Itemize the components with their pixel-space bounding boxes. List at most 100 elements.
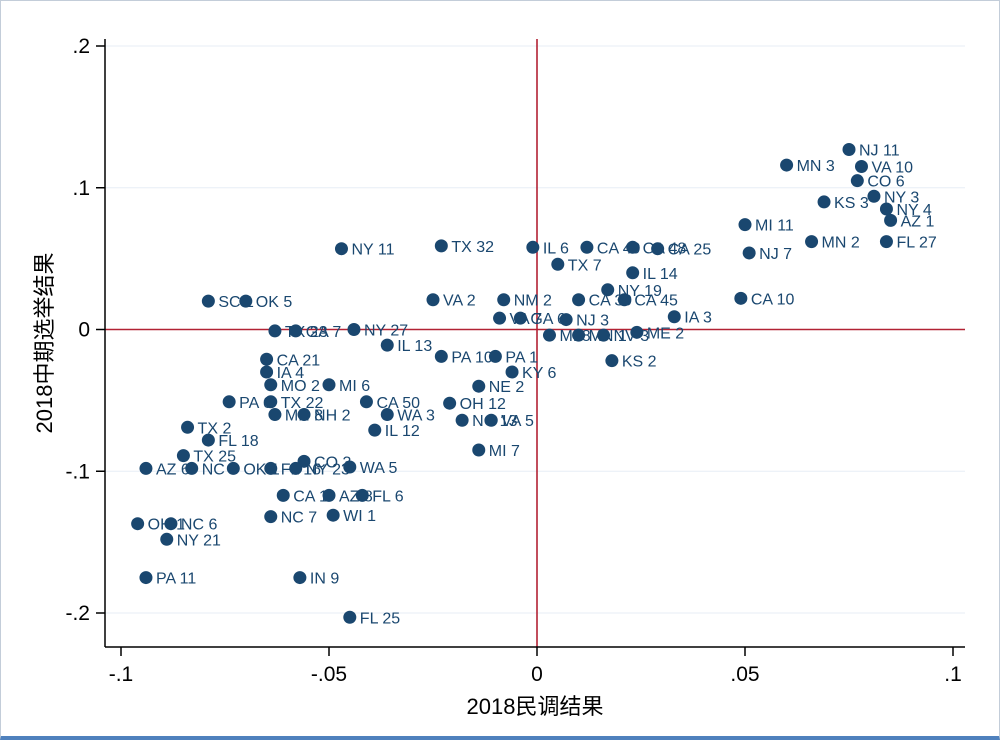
- point-label: MO 2: [281, 378, 320, 395]
- data-point: [239, 294, 253, 308]
- point-label: NJ 11: [859, 142, 900, 159]
- data-point: [854, 159, 868, 173]
- y-tick-label: 0: [78, 319, 90, 342]
- point-label: IL 13: [397, 338, 432, 355]
- data-point: [334, 242, 348, 256]
- point-label: NV 3: [614, 328, 650, 345]
- data-point: [626, 240, 640, 254]
- data-point: [181, 420, 195, 434]
- point-label: NY 11: [351, 242, 394, 259]
- point-label: IA 4: [277, 365, 305, 382]
- point-label: PA 11: [156, 571, 196, 588]
- point-label: NY 23: [306, 461, 350, 478]
- data-point: [347, 323, 361, 336]
- data-point: [455, 413, 469, 427]
- data-point: [884, 213, 898, 227]
- point-label: FL 27: [896, 235, 936, 252]
- data-point: [626, 266, 640, 280]
- point-label: NM 2: [514, 293, 552, 310]
- data-point: [651, 242, 665, 256]
- data-point: [879, 235, 893, 249]
- point-label: CO 6: [867, 174, 904, 191]
- data-point: [488, 349, 502, 363]
- data-point: [139, 461, 153, 475]
- point-label: NC 6: [181, 517, 218, 534]
- data-point: [264, 378, 278, 392]
- data-point: [572, 328, 586, 342]
- point-label: VA 10: [871, 159, 913, 176]
- y-tick-label: -.2: [65, 602, 90, 625]
- data-point: [484, 413, 498, 427]
- data-point: [185, 461, 199, 475]
- data-point: [268, 324, 282, 338]
- data-point: [817, 195, 831, 209]
- point-label: IL 6: [543, 240, 569, 257]
- point-label: KS 2: [622, 354, 657, 371]
- point-label: NE 2: [489, 379, 525, 396]
- data-point: [580, 240, 594, 254]
- x-tick-label: 0: [531, 663, 543, 686]
- data-point: [201, 433, 215, 447]
- data-point: [617, 293, 631, 307]
- data-point: [343, 610, 357, 624]
- data-point: [601, 283, 615, 297]
- data-point: [434, 349, 448, 363]
- data-point: [526, 240, 540, 254]
- data-point: [443, 396, 457, 410]
- data-point: [497, 293, 511, 307]
- point-label: MI 7: [489, 443, 520, 460]
- data-point: [343, 460, 357, 474]
- data-point: [276, 488, 290, 502]
- point-label: CA 10: [751, 291, 795, 308]
- data-point: [297, 408, 311, 422]
- data-point: [326, 508, 340, 522]
- data-point: [472, 379, 486, 393]
- data-point: [322, 378, 336, 392]
- point-label: CA 21: [277, 352, 321, 369]
- point-label: WA 5: [360, 460, 398, 477]
- y-tick-label: .2: [72, 35, 90, 58]
- point-label: IL 12: [385, 423, 420, 440]
- point-label: TX 7: [568, 257, 602, 274]
- point-label: IN 9: [310, 571, 339, 588]
- data-point: [131, 517, 145, 531]
- data-point: [734, 291, 748, 305]
- point-label: NY 3: [884, 189, 919, 206]
- data-point: [380, 338, 394, 352]
- x-tick-label: -.1: [109, 663, 134, 686]
- data-point: [226, 461, 240, 475]
- point-label: PA 10: [451, 349, 493, 366]
- data-point: [160, 532, 174, 546]
- data-point: [164, 517, 178, 531]
- data-point: [559, 313, 573, 327]
- data-point: [322, 488, 336, 502]
- y-tick-label: -.1: [65, 460, 90, 483]
- x-axis-title: 2018民调结果: [466, 694, 604, 719]
- point-label: NC 7: [281, 510, 318, 527]
- point-label: KY 6: [522, 365, 557, 382]
- data-point: [268, 408, 282, 422]
- data-point: [850, 174, 864, 188]
- point-label: NH 2: [314, 408, 351, 425]
- y-axis-title: 2018中期选举结果: [32, 252, 57, 434]
- point-label: MI 11: [755, 218, 794, 235]
- point-label: MI 6: [339, 378, 370, 395]
- point-label: TX 32: [451, 239, 494, 256]
- point-label: FL 6: [372, 488, 404, 505]
- point-label: FL 25: [360, 610, 400, 627]
- data-point: [222, 395, 236, 409]
- point-label: CA 45: [634, 293, 678, 310]
- point-label: WI 1: [343, 508, 376, 525]
- point-label: KS 3: [834, 195, 869, 212]
- data-point: [264, 510, 278, 524]
- data-point: [426, 293, 440, 307]
- data-point: [605, 354, 619, 368]
- data-point: [542, 328, 556, 342]
- data-point: [630, 325, 644, 339]
- point-label: PA 6: [239, 395, 272, 412]
- data-point: [176, 449, 190, 463]
- point-label: IL 14: [643, 266, 678, 283]
- point-label: NY 21: [177, 532, 221, 549]
- point-label: TX 22: [281, 395, 324, 412]
- data-point: [572, 293, 586, 307]
